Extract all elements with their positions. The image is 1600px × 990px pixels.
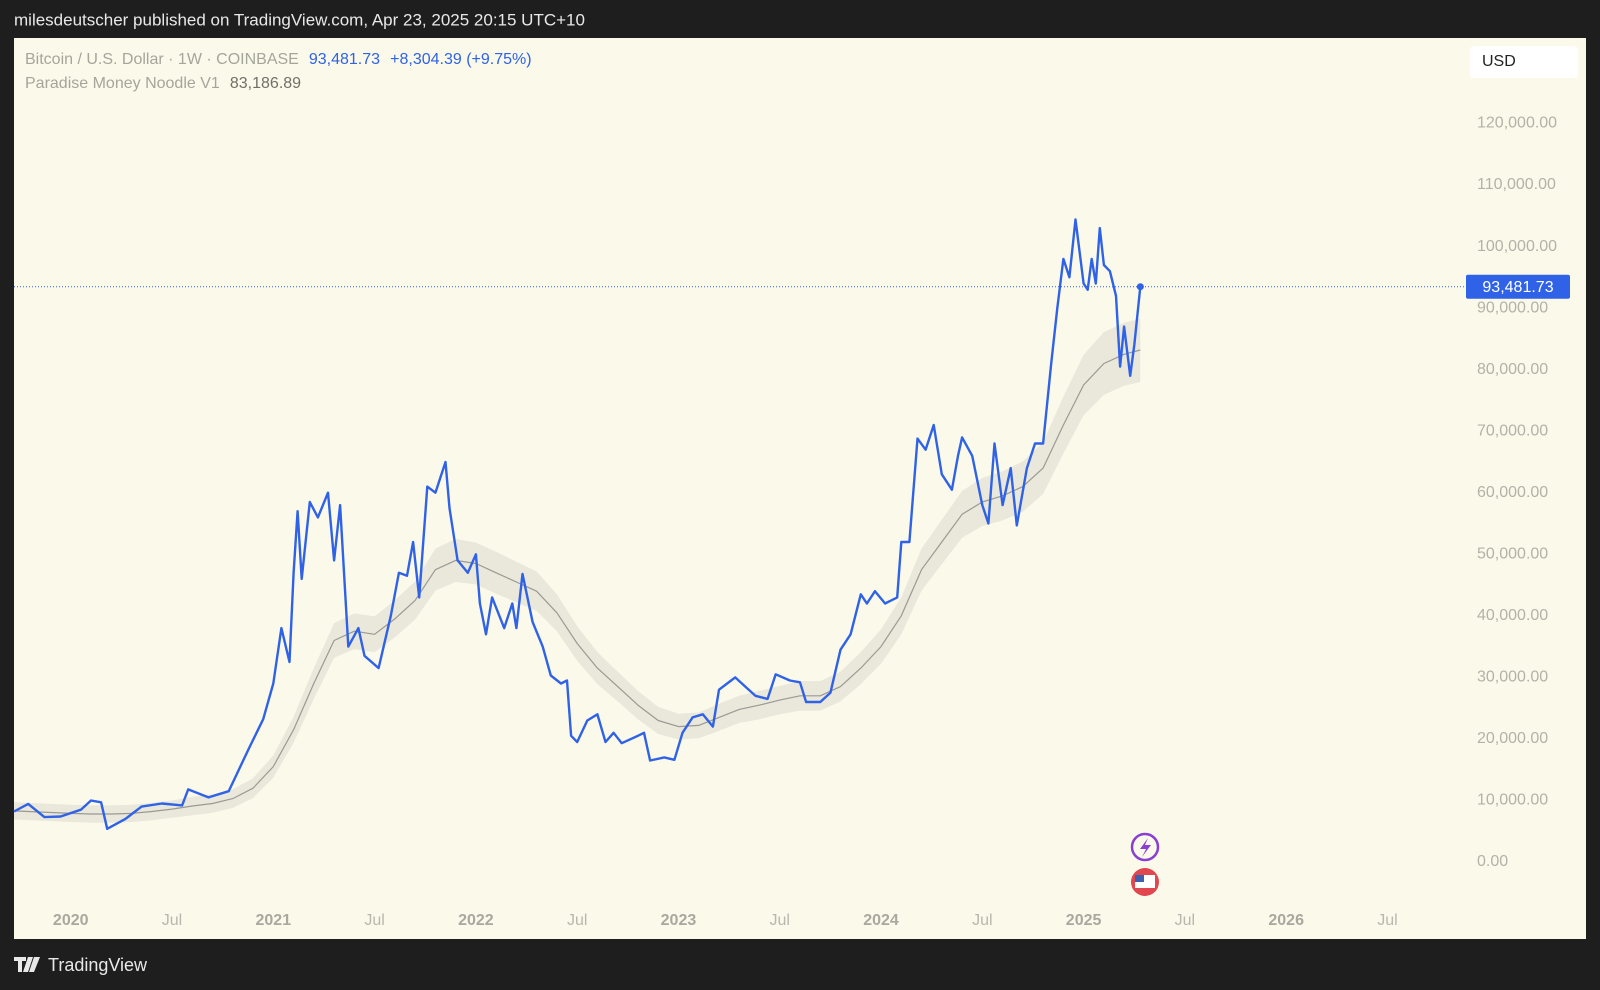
price-change: +8,304.39 (+9.75%): [390, 51, 531, 68]
indicator-line: [13, 349, 1141, 815]
currency-box[interactable]: [1470, 46, 1578, 78]
y-tick-label: 70,000.00: [1477, 422, 1548, 439]
x-tick-label: 2021: [256, 912, 292, 929]
price-badge-label: 93,481.73: [1482, 279, 1553, 296]
brand-logo: [14, 957, 40, 972]
symbol-name: Bitcoin / U.S. Dollar · 1W · COINBASE: [25, 51, 299, 68]
y-tick-label: 100,000.00: [1477, 238, 1557, 255]
x-tick-label: Jul: [1377, 912, 1397, 929]
x-tick-label: 2025: [1066, 912, 1102, 929]
y-tick-label: 10,000.00: [1477, 792, 1548, 809]
indicator-value: 83,186.89: [230, 75, 301, 92]
x-tick-label: Jul: [162, 912, 182, 929]
y-tick-label: 0.00: [1477, 853, 1508, 870]
lightning-glyph: [1140, 838, 1151, 857]
x-tick-label: 2020: [53, 912, 89, 929]
x-tick-label: Jul: [972, 912, 992, 929]
event-icons: [1130, 832, 1160, 896]
y-tick-label: 80,000.00: [1477, 361, 1548, 378]
x-tick-label: Jul: [364, 912, 384, 929]
x-tick-label: 2026: [1268, 912, 1304, 929]
y-tick-label: 110,000.00: [1477, 176, 1556, 193]
brand-name: TradingView: [48, 955, 148, 975]
y-tick-label: 50,000.00: [1477, 546, 1548, 563]
last-price-dot: [1136, 283, 1144, 291]
plot: 0.00 10,000.00 20,000.00 30,000.00 40,000.00…: [13, 115, 1570, 929]
y-tick-label: 120,000.00: [1477, 115, 1557, 132]
brand: TradingView: [14, 955, 148, 975]
y-tick-label: 90,000.00: [1477, 299, 1548, 316]
x-tick-label: 2023: [661, 912, 697, 929]
indicator-band: [14, 318, 1141, 823]
flag-canton: [1135, 875, 1144, 882]
last-price: 93,481.73: [309, 51, 380, 68]
y-tick-label: 20,000.00: [1477, 730, 1548, 747]
indicator-name: Paradise Money Noodle V1: [25, 75, 220, 92]
x-tick-label: Jul: [770, 912, 790, 929]
price-badge: [1466, 274, 1570, 299]
price-line: [13, 218, 1142, 830]
y-tick-label: 40,000.00: [1477, 607, 1548, 624]
header-text: milesdeutscher published on TradingView.…: [14, 10, 585, 29]
x-tick-label: 2024: [863, 912, 899, 929]
y-tick-label: 30,000.00: [1477, 669, 1548, 686]
x-tick-label: Jul: [567, 912, 587, 929]
chart-area: [14, 38, 1586, 939]
legend: Bitcoin / U.S. Dollar · 1W · COINBASE 93…: [25, 51, 532, 92]
x-tick-label: Jul: [1175, 912, 1195, 929]
y-tick-label: 60,000.00: [1477, 484, 1548, 501]
x-tick-label: 2022: [458, 912, 494, 929]
currency[interactable]: USD: [1482, 53, 1516, 70]
